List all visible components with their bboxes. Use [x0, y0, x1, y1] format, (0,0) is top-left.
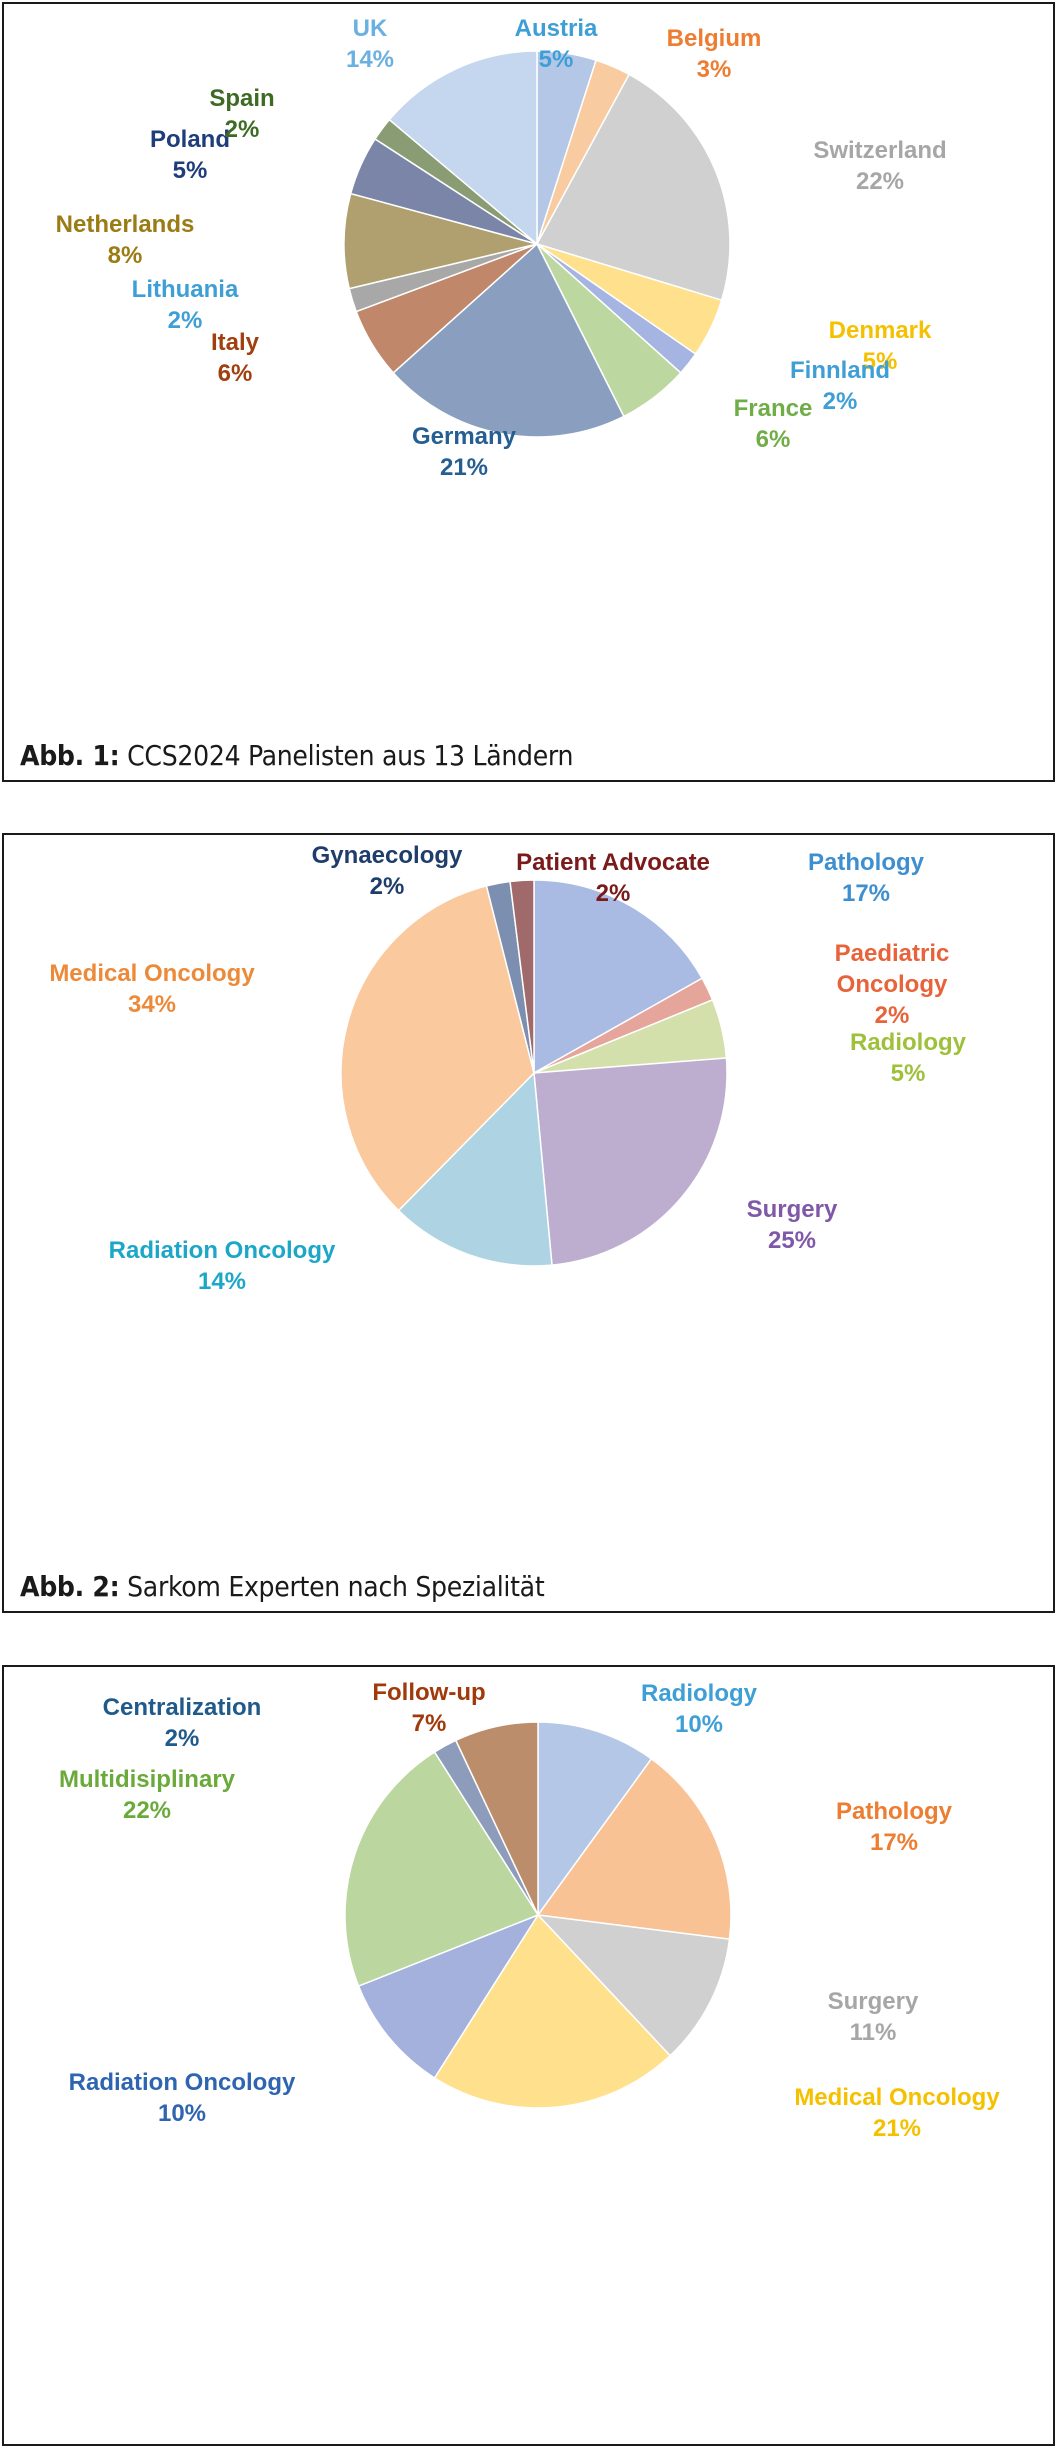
slice-label-radiology: Radiology 5%: [850, 1029, 967, 1087]
pie-slice-medical-oncology: [433, 1913, 672, 2109]
slice-label-germany: Germany 21%: [412, 423, 517, 481]
pie-slices: [343, 50, 731, 438]
slice-label-surgery: Surgery 11%: [828, 1988, 919, 2046]
pie-slice-surgery: [533, 1057, 728, 1266]
slice-label-pathology: Pathology 17%: [808, 849, 925, 907]
chart-panel-2: Pathology 17% Paediatric Oncology 2% Radiolog…: [2, 833, 1055, 1613]
pie-slice-medical-oncology: [340, 885, 535, 1212]
slice-label-radiology: Radiology 10%: [641, 1680, 758, 1738]
slice-label-radiation-oncology: Radiation Oncology 14%: [109, 1237, 336, 1295]
caption-text: CCS2024 Panelisten aus 13 Ländern: [127, 739, 574, 772]
chart-caption-1: Abb. 1: CCS2024 Panelisten aus 13 Länder…: [20, 739, 573, 772]
slice-label-follow-up: Follow-up 7%: [372, 1679, 485, 1737]
slice-label-netherlands: Netherlands 8%: [56, 211, 195, 269]
pie-slice-germany: [392, 242, 625, 438]
pie-slice-netherlands: [343, 192, 538, 290]
chart-caption-2: Abb. 2: Sarkom Experten nach Spezialität: [20, 1570, 545, 1603]
pie-chart-3: Radiology 10% Pathology 17% Surgery 11% Medica…: [59, 1679, 1000, 2142]
pie-labels: Pathology 17% Paediatric Oncology 2%Radiolog…: [49, 842, 966, 1295]
slice-label-poland: Poland 5%: [150, 126, 230, 184]
slice-label-paediatric-oncology: Paediatric Oncology 2%: [835, 940, 950, 1029]
slice-label-lithuania: Lithuania 2%: [132, 276, 239, 334]
pie-slice-multidisiplinary: [344, 1751, 540, 1988]
caption-prefix: Abb. 1:: [20, 739, 120, 772]
pie-slice-surgery: [536, 1913, 731, 2057]
slice-label-finnland: Finnland 2%: [790, 357, 890, 415]
pie-slice-patient-advocate: [509, 879, 535, 1074]
slice-label-belgium: Belgium 3%: [667, 25, 762, 83]
pie-slice-switzerland: [535, 73, 731, 302]
pie-slice-uk: [388, 50, 538, 246]
slice-label-multidisiplinary: Multidisiplinary 22%: [59, 1766, 236, 1824]
caption-prefix: Abb. 2:: [20, 1570, 120, 1603]
slice-label-gynaecology: Gynaecology 2%: [312, 842, 463, 900]
pie-slices: [340, 879, 728, 1267]
pie-labels: Austria 5% Belgium 3% Switzerland 22% Denmark 5…: [56, 15, 947, 481]
slice-label-austria: Austria 5%: [515, 15, 598, 73]
pie-slice-pathology: [533, 879, 704, 1075]
pie-slice-radiation-oncology: [357, 1913, 540, 2079]
pie-slice-pathology: [536, 1757, 732, 1941]
pie-slice-radiation-oncology: [397, 1071, 553, 1267]
slice-label-denmark: Denmark 5%: [829, 317, 932, 375]
slice-label-medical-oncology: Medical Oncology 34%: [49, 960, 255, 1018]
caption-text: Sarkom Experten nach Spezialität: [127, 1570, 545, 1603]
slice-label-spain: Spain 2%: [209, 85, 274, 143]
slice-label-switzerland: Switzerland 22%: [813, 137, 946, 195]
pie-slice-follow-up: [454, 1721, 539, 1916]
chart-panel-1: Austria 5% Belgium 3% Switzerland 22% Denmark 5…: [2, 2, 1055, 782]
slice-label-france: France 6%: [734, 395, 813, 453]
pie-chart-2: Pathology 17% Paediatric Oncology 2%Radiolog…: [49, 842, 966, 1295]
slice-label-italy: Italy 6%: [211, 329, 260, 387]
pie-slices: [344, 1721, 732, 2109]
slice-label-patient-advocate: Patient Advocate 2%: [516, 849, 710, 907]
chart-panel-3: Radiology 10% Pathology 17% Surgery 11% Medica…: [2, 1665, 1055, 2446]
slice-label-medical-oncology: Medical Oncology 21%: [794, 2084, 1000, 2142]
pie-slice-radiology: [537, 1721, 653, 1918]
slice-label-surgery: Surgery 25%: [747, 1196, 838, 1254]
pie-labels: Radiology 10% Pathology 17% Surgery 11% Medica…: [59, 1679, 1000, 2142]
pie-chart-1: Austria 5% Belgium 3% Switzerland 22% Denmark 5…: [56, 15, 947, 481]
slice-label-pathology: Pathology 17%: [836, 1798, 953, 1856]
slice-label-uk: UK 14%: [346, 15, 394, 73]
slice-label-radiation-oncology: Radiation Oncology 10%: [69, 2069, 296, 2127]
slice-label-centralization: Centralization 2%: [103, 1694, 262, 1752]
